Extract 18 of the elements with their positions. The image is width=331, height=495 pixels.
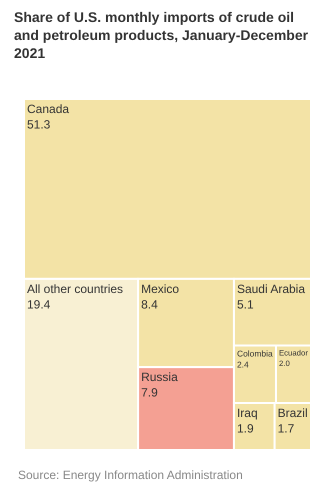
data-label: 8.4 (141, 297, 158, 312)
category-label: Iraq (236, 406, 258, 420)
category-label: Mexico (141, 281, 180, 296)
category-label: Colombia (236, 348, 274, 358)
category-label: Brazil (278, 406, 308, 420)
source-note: Source: Energy Information Administration (18, 468, 244, 482)
data-label: 7.9 (141, 385, 158, 400)
category-label: Canada (27, 102, 70, 116)
data-label: 19.4 (27, 297, 51, 312)
data-label: 51.3 (27, 117, 51, 132)
data-label: 1.9 (236, 421, 254, 436)
category-label: Russia (141, 370, 178, 384)
data-label: 2.4 (236, 358, 250, 369)
data-label: 1.7 (278, 421, 295, 436)
data-label: 5.1 (236, 297, 254, 312)
category-label: Saudi Arabia (236, 281, 306, 296)
category-label: All other countries (27, 281, 124, 296)
text: Share of U.S. monthly imports of crude oil and petroleum products, January-December 2021 (14, 8, 310, 63)
